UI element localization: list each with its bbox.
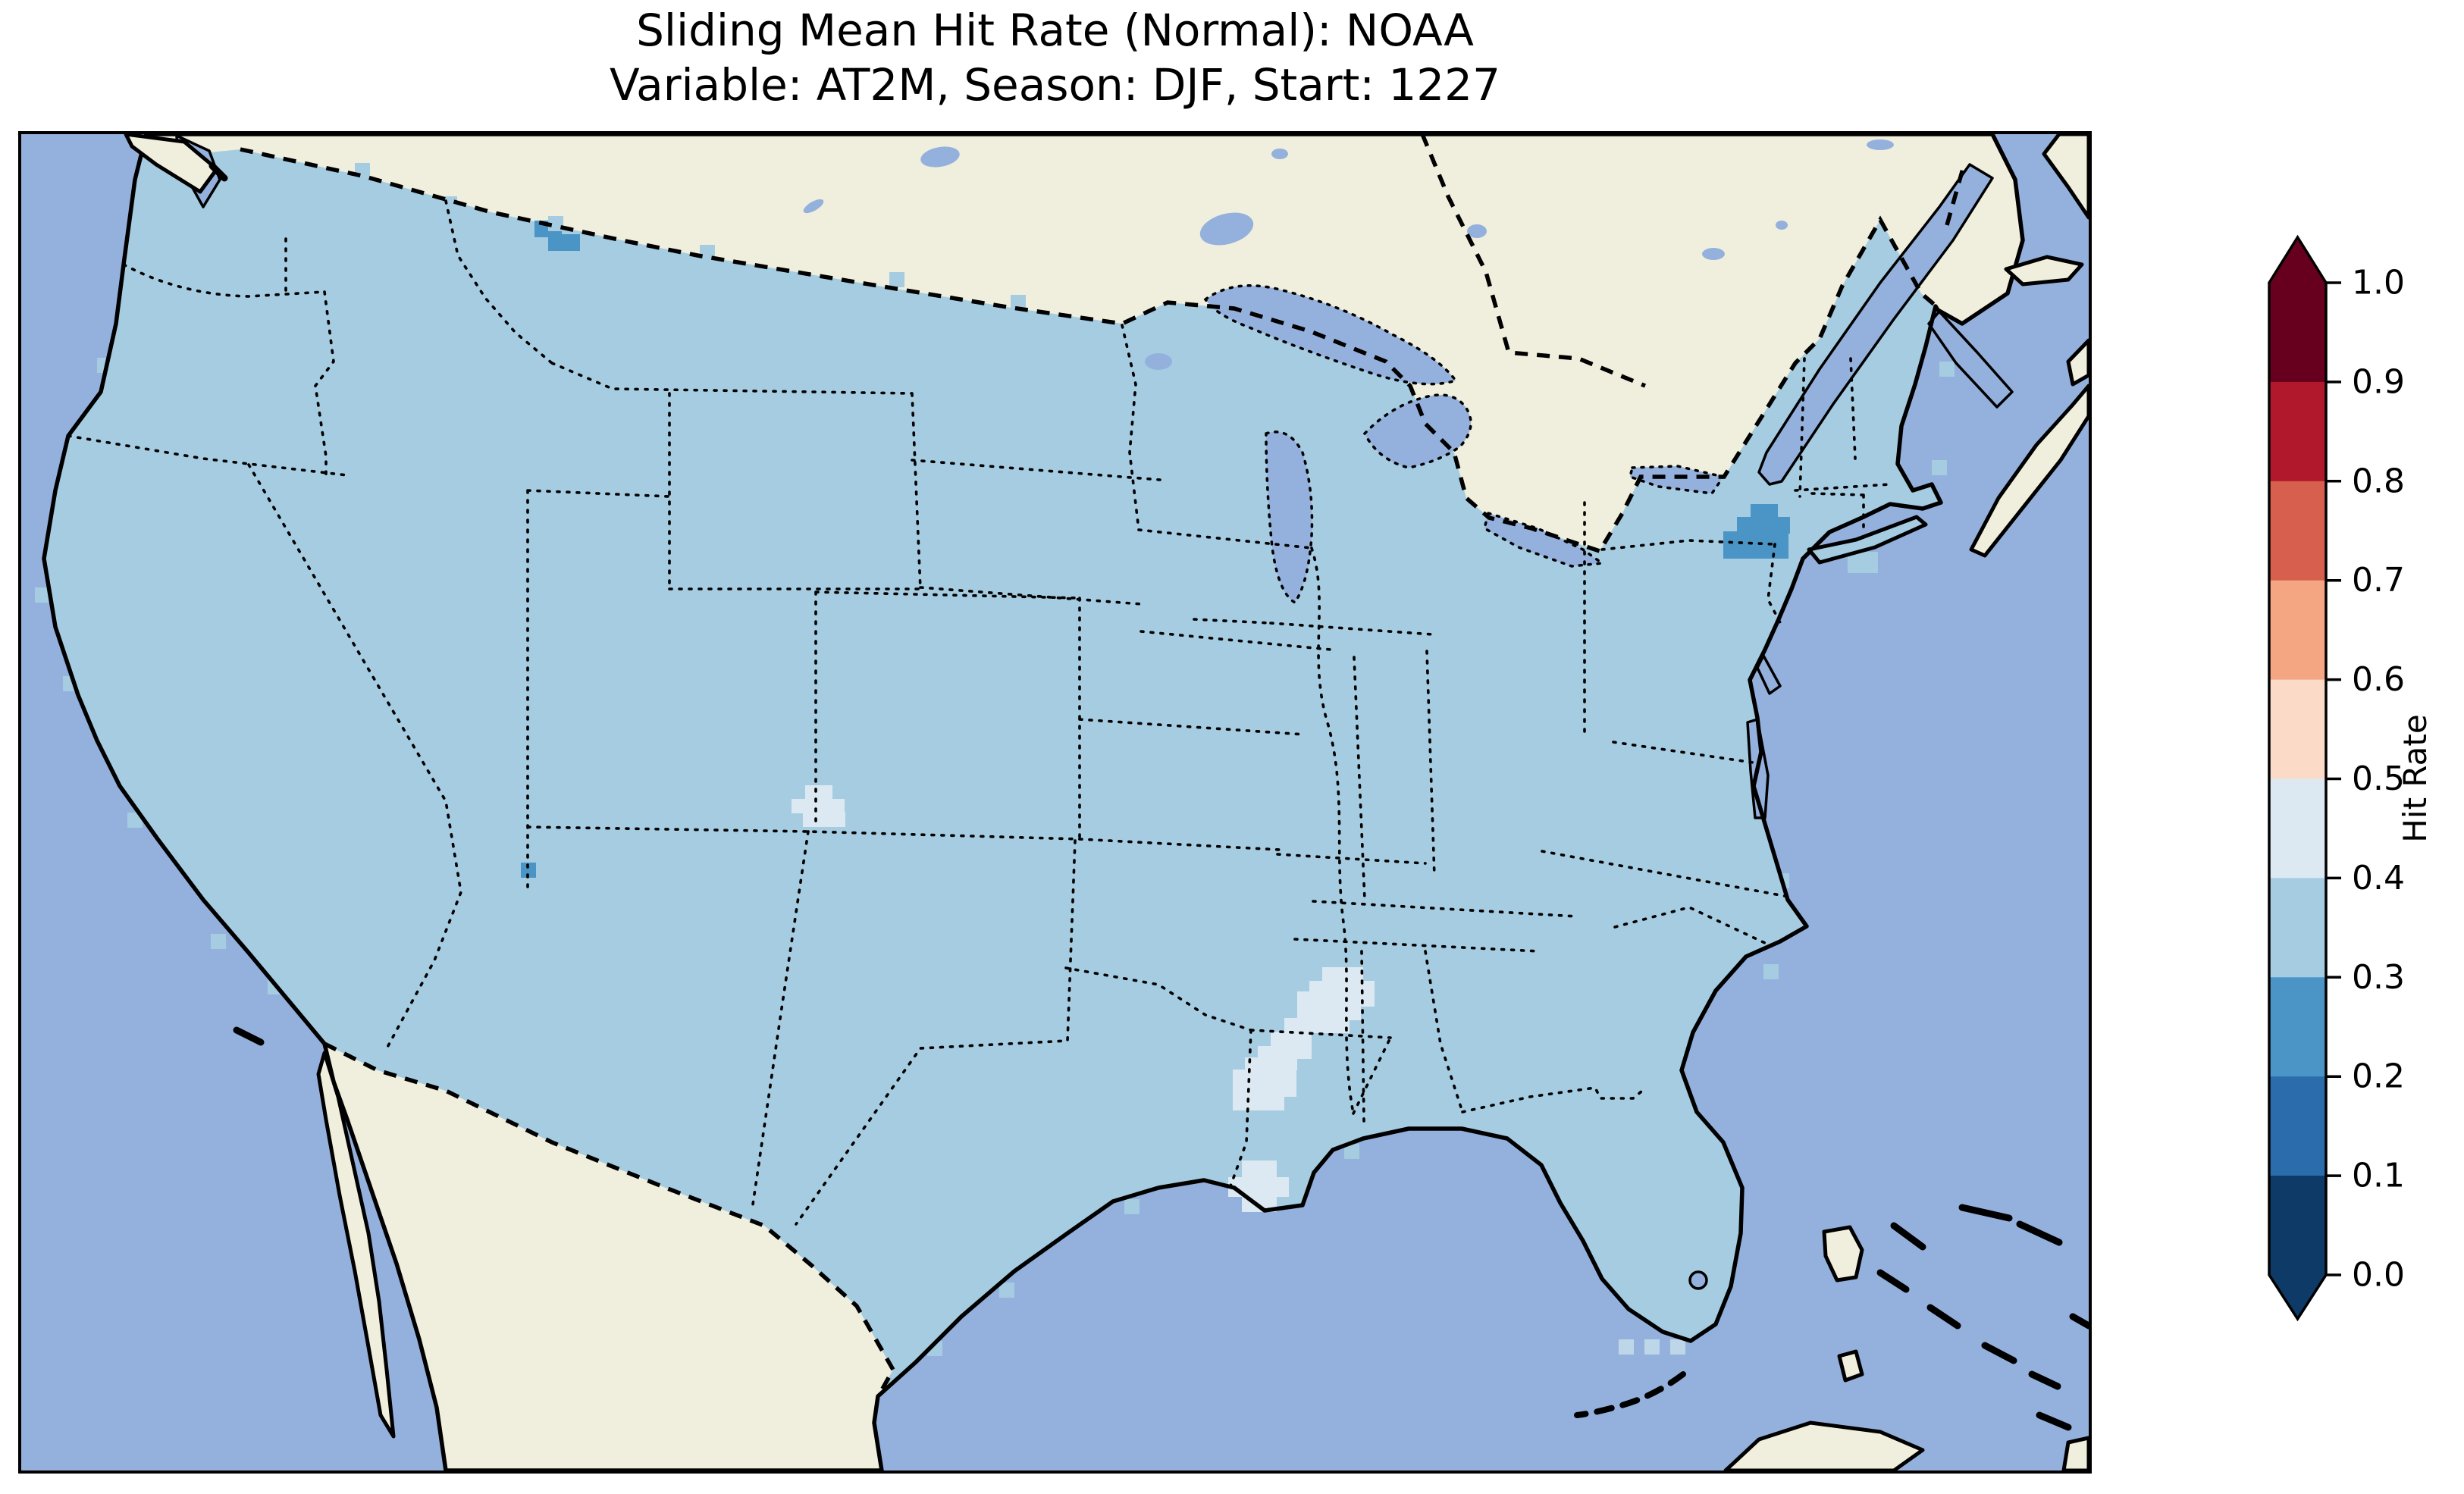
- colorbar-tick-label: 0.7: [2352, 561, 2405, 600]
- great-lakes: [1203, 284, 1726, 605]
- andros-island: [1822, 1225, 1864, 1283]
- chart-subtitle: Variable: AT2M, Season: DJF, Start: 1227: [610, 59, 1500, 111]
- colorbar-tick-label: 0.6: [2352, 660, 2405, 699]
- state-borders: [67, 199, 1891, 1226]
- cape-breton: [2066, 338, 2089, 387]
- patch-mississippi-alabama-band: [1233, 967, 1375, 1110]
- country-borders: [240, 134, 1966, 1397]
- colorbar-tick-label: 0.2: [2352, 1057, 2405, 1096]
- colorbar-tick-label: 0.9: [2352, 362, 2405, 401]
- map-axes: [18, 131, 2092, 1474]
- colorbar-tick-label: 0.1: [2352, 1157, 2405, 1195]
- colorbar-tick-label: 0.4: [2352, 859, 2405, 897]
- colorbar-tick-label: 1.0: [2352, 264, 2405, 302]
- bay-of-fundy: [1927, 310, 2014, 409]
- patch-louisiana-coast: [1228, 1160, 1289, 1212]
- patch-ny-pa: [1723, 504, 1790, 559]
- colorbar-tick-label: 0.8: [2352, 462, 2405, 500]
- us-hit-rate-map: [21, 134, 2089, 1471]
- st-lawrence-river: [1757, 163, 1994, 486]
- chart-title: Sliding Mean Hit Rate (Normal): NOAA: [636, 5, 1474, 56]
- patch-florida-offshore: [1619, 1339, 1685, 1355]
- lake-okeechobee: [1688, 1270, 1708, 1290]
- colorbar-tick-label: 0.0: [2352, 1256, 2405, 1295]
- newfoundland-corner: [2042, 134, 2089, 220]
- bahama-island-small: [1837, 1349, 1864, 1383]
- patch-nevada-utah-cell: [521, 863, 536, 878]
- colorbar-tick-label: 0.5: [2352, 760, 2405, 798]
- colorbar-axis-label: Hit Rate: [2397, 714, 2434, 842]
- colorbar-outline: [2268, 234, 2328, 1322]
- canada-small-lakes: [803, 139, 1894, 370]
- hit-rate-anomaly-patches: [35, 163, 1955, 1356]
- colorbar-segments: [2269, 237, 2326, 1319]
- islands: [124, 134, 2089, 1471]
- colorbar: 1.0 0.9 0.8 0.7 0.6 0.5 0.4 0.3 0.2 0.1 0.0 Hit Ra…: [2244, 227, 2464, 1326]
- colorbar-ticks: 1.0 0.9 0.8 0.7 0.6 0.5 0.4 0.3 0.2 0.1 0.0: [2326, 264, 2405, 1295]
- baja-california: [316, 1051, 396, 1439]
- long-island: [1807, 515, 1928, 565]
- title-block: Sliding Mean Hit Rate (Normal): NOAA Var…: [21, 3, 2089, 112]
- vancouver-island: [124, 134, 219, 194]
- prince-edward-island: [2004, 255, 2084, 287]
- bahama-island-se: [2061, 1436, 2089, 1471]
- colorbar-tick-label: 0.3: [2352, 958, 2405, 997]
- cuba: [1723, 1420, 1925, 1471]
- nova-scotia: [1969, 384, 2089, 558]
- coastal-inlets: [175, 134, 2014, 1290]
- small-islets: [208, 162, 2089, 1431]
- patch-utah-colorado: [792, 785, 845, 827]
